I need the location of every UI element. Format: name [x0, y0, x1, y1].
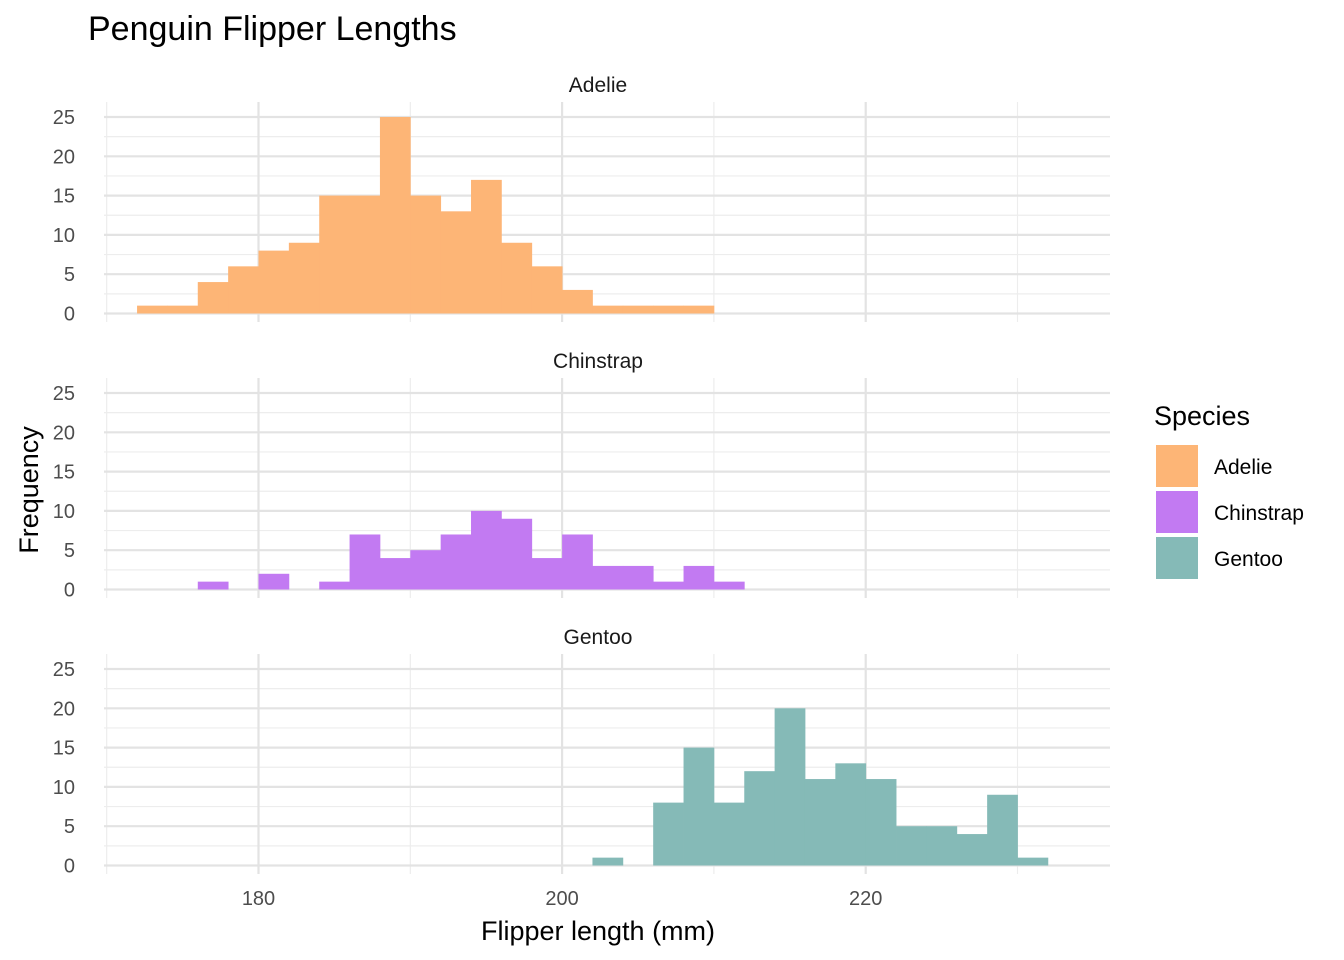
histogram-bar	[379, 117, 411, 314]
histogram-bar	[622, 565, 654, 590]
y-tick-label: 15	[53, 462, 75, 484]
histogram-bar	[379, 558, 411, 590]
y-tick-label: 25	[53, 383, 75, 405]
facet-strip-label: Adelie	[569, 74, 627, 97]
histogram-bar	[774, 708, 806, 866]
histogram-bar	[471, 510, 502, 590]
histogram-bar	[562, 289, 593, 314]
histogram-bar	[926, 826, 958, 866]
y-tick-label: 25	[53, 107, 75, 129]
legend-label: Chinstrap	[1214, 502, 1304, 525]
histogram-bar	[167, 305, 199, 314]
x-tick-label: 220	[849, 888, 882, 910]
histogram-bar	[744, 771, 776, 866]
histogram-bar	[440, 211, 472, 314]
facet-chinstrap: Chinstrap 0 5 10 15 20 25	[53, 350, 1110, 602]
histogram-bar	[562, 534, 593, 590]
histogram-bar	[228, 266, 259, 314]
histogram-bar	[258, 250, 290, 314]
histogram-bar	[137, 305, 168, 314]
histogram-bar	[835, 763, 867, 866]
histogram-bar	[410, 550, 442, 590]
legend-swatch	[1156, 537, 1198, 579]
x-tick-label: 200	[545, 888, 578, 910]
histogram-bar	[653, 305, 684, 314]
y-tick-label: 10	[53, 777, 75, 799]
histogram-bar	[592, 857, 624, 866]
y-tick-label: 15	[53, 738, 75, 760]
y-tick-label: 10	[53, 501, 75, 523]
facet-adelie: Adelie 0 5 10 15 20 25	[53, 74, 1110, 326]
histogram-bar	[471, 179, 502, 314]
y-axis-title: Frequency	[14, 426, 44, 554]
histogram-bar	[896, 826, 927, 866]
y-tick-label: 0	[64, 304, 75, 326]
y-tick-label: 10	[53, 225, 75, 247]
histogram-bar	[622, 305, 654, 314]
facet-strip-label: Chinstrap	[553, 350, 643, 373]
histogram-bar	[288, 242, 320, 314]
y-tick-label: 20	[53, 146, 75, 168]
legend-label: Adelie	[1214, 456, 1272, 479]
histogram-bar	[258, 573, 290, 590]
y-tick-label: 0	[64, 580, 75, 602]
y-tick-label: 5	[64, 264, 75, 286]
legend-title: Species	[1154, 401, 1250, 431]
legend-swatch	[1156, 445, 1198, 487]
y-tick-label: 20	[53, 698, 75, 720]
histogram-bar	[865, 779, 897, 866]
histogram-bar	[319, 581, 350, 590]
legend-label: Gentoo	[1214, 548, 1283, 571]
y-tick-label: 5	[64, 540, 75, 562]
legend-swatch	[1156, 491, 1198, 533]
histogram-bar	[804, 779, 836, 866]
legend: Species Adelie Chinstrap Gentoo	[1154, 401, 1304, 579]
facet-panels: Adelie0510152025Chinstrap0510152025Gento…	[53, 74, 1110, 878]
chart-title: Penguin Flipper Lengths	[88, 10, 457, 48]
histogram-bar	[653, 802, 684, 866]
histogram-bar	[197, 581, 229, 590]
y-tick-label: 15	[53, 186, 75, 208]
facet-gentoo: Gentoo 0 5 10 15 20 25	[53, 626, 1110, 878]
x-tick-label: 180	[242, 888, 275, 910]
histogram-bar	[592, 565, 624, 590]
histogram-bar	[410, 195, 442, 314]
histogram-bar	[713, 581, 745, 590]
x-axis: 180 200 220	[242, 888, 883, 910]
histogram-bar	[987, 794, 1018, 866]
histogram-bar	[440, 534, 472, 590]
histogram-bar	[531, 266, 563, 314]
y-tick-label: 0	[64, 856, 75, 878]
y-tick-label: 25	[53, 659, 75, 681]
histogram-bar	[1017, 857, 1049, 866]
histogram-bar	[319, 195, 350, 314]
histogram-bar	[349, 195, 381, 314]
histogram-bar	[713, 802, 745, 866]
x-axis-title: Flipper length (mm)	[481, 916, 715, 946]
histogram-bar	[683, 565, 715, 590]
histogram-bar	[501, 518, 533, 590]
histogram-bar	[956, 834, 988, 866]
histogram-bar	[531, 558, 563, 590]
y-tick-label: 20	[53, 422, 75, 444]
histogram-bar	[653, 581, 684, 590]
histogram-bar	[501, 242, 533, 314]
histogram-bar	[349, 534, 381, 590]
facet-strip-label: Gentoo	[564, 626, 633, 649]
histogram-bar	[683, 305, 715, 314]
histogram-bar	[197, 282, 229, 314]
histogram-bar	[683, 747, 715, 866]
y-tick-label: 5	[64, 816, 75, 838]
histogram-bar	[592, 305, 624, 314]
